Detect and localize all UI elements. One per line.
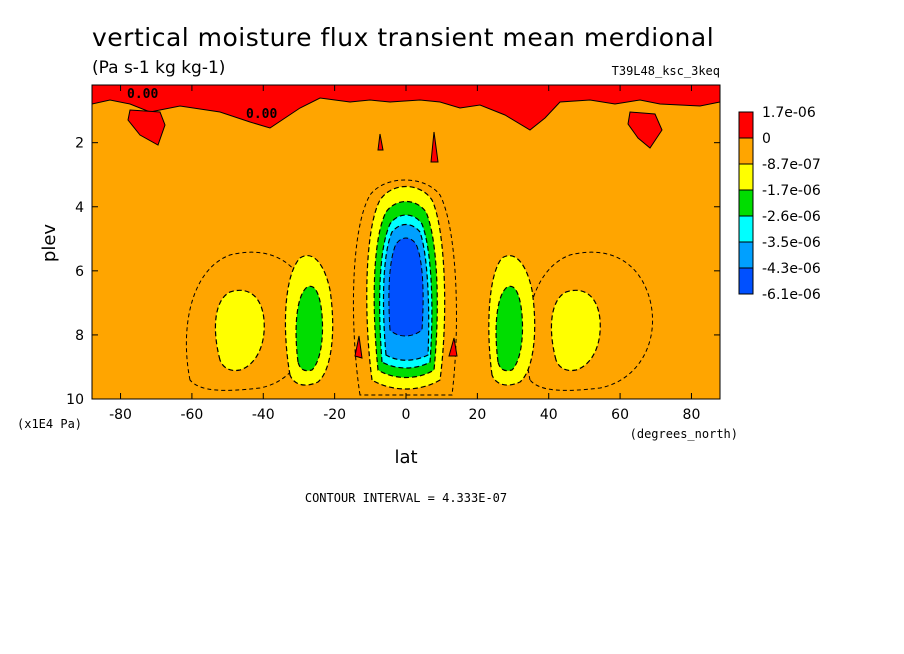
y-axis: 2 4 6 8 10 [66, 136, 720, 408]
far-left-yellow [214, 289, 265, 372]
x-tick-label: 0 [402, 407, 411, 423]
y-axis-label: plev [39, 224, 60, 263]
y-tick-label: 6 [75, 264, 84, 280]
far-right-yellow [550, 289, 601, 372]
legend-label: -4.3e-06 [762, 261, 821, 277]
legend-swatch [738, 189, 754, 217]
legend-swatch [738, 163, 754, 191]
legend-label: 1.7e-06 [762, 105, 816, 121]
center-blue [388, 237, 424, 337]
red-speck [354, 335, 363, 359]
x-units: (degrees_north) [630, 427, 738, 441]
contour-label: 0.00 [246, 107, 277, 122]
legend-swatch [738, 137, 754, 165]
legend-swatch [738, 111, 754, 139]
contour-label: 0.00 [127, 87, 158, 102]
x-tick-label: 40 [540, 407, 558, 423]
dashed-contour-right [525, 251, 654, 391]
y-tick-label: 4 [75, 200, 84, 216]
x-tick-label: 60 [611, 407, 629, 423]
chart-title: vertical moisture flux transient mean me… [92, 23, 714, 52]
legend-swatch [738, 241, 754, 269]
x-tick-label: -20 [323, 407, 346, 423]
left-green [295, 285, 324, 372]
plot-field [92, 85, 720, 399]
y-tick-label: 2 [75, 136, 84, 152]
y-tick-label: 10 [66, 392, 84, 408]
run-label: T39L48_ksc_3keq [612, 64, 720, 78]
y-tick-label: 8 [75, 328, 84, 344]
color-legend: 1.7e-06 0 -8.7e-07 -1.7e-06 -2.6e-06 -3.5e-06… [738, 105, 821, 303]
legend-label: -2.6e-06 [762, 209, 821, 225]
dashed-contour-center [352, 179, 457, 396]
red-speck [448, 337, 458, 357]
x-tick-label: -60 [180, 407, 203, 423]
legend-label: -3.5e-06 [762, 235, 821, 251]
legend-label: -8.7e-07 [762, 157, 821, 173]
red-band-top [92, 85, 720, 131]
right-green [495, 285, 524, 372]
x-axis: -80 -60 -40 -20 0 20 40 60 80 [109, 85, 700, 423]
y-units: (x1E4 Pa) [17, 417, 82, 431]
legend-label: -6.1e-06 [762, 287, 821, 303]
x-tick-label: -80 [109, 407, 132, 423]
x-tick-label: 20 [468, 407, 486, 423]
legend-swatch [738, 267, 754, 295]
red-patch-right [627, 111, 663, 149]
chart-units: (Pa s-1 kg kg-1) [92, 58, 225, 78]
legend-swatch [738, 215, 754, 243]
x-tick-label: -40 [252, 407, 275, 423]
contour-interval: CONTOUR INTERVAL = 4.333E-07 [305, 491, 507, 505]
legend-label: 0 [762, 131, 771, 147]
red-speck [377, 133, 384, 151]
legend-label: -1.7e-06 [762, 183, 821, 199]
x-tick-label: 80 [683, 407, 701, 423]
red-patch-left [127, 109, 166, 146]
red-speck [430, 131, 439, 163]
x-axis-label: lat [394, 447, 417, 468]
